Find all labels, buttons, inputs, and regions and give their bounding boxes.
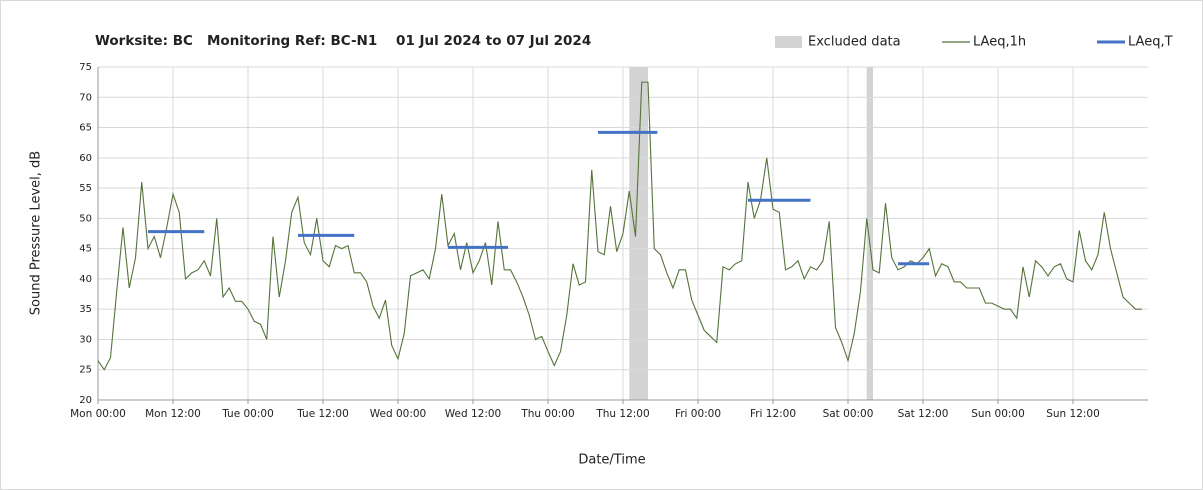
x-tick-label: Fri 00:00 bbox=[675, 408, 721, 420]
x-tick-label: Wed 12:00 bbox=[445, 408, 502, 420]
y-tick-label: 20 bbox=[79, 395, 92, 406]
y-tick-label: 65 bbox=[79, 123, 92, 134]
y-tick-label: 75 bbox=[79, 62, 92, 73]
x-tick-label: Tue 12:00 bbox=[296, 408, 349, 420]
legend-label: LAeq,1h bbox=[973, 35, 1026, 50]
legend-label: LAeq,T bbox=[1128, 35, 1173, 50]
y-tick-label: 60 bbox=[79, 153, 92, 164]
excluded-region bbox=[866, 67, 873, 400]
legend-label: Excluded data bbox=[808, 35, 901, 50]
x-tick-label: Sun 12:00 bbox=[1046, 408, 1100, 420]
x-tick-label: Sat 12:00 bbox=[898, 408, 949, 420]
x-tick-label: Mon 12:00 bbox=[145, 408, 201, 420]
x-tick-label: Tue 00:00 bbox=[221, 408, 274, 420]
y-axis-label: Sound Pressure Level, dB bbox=[29, 151, 44, 315]
y-tick-label: 40 bbox=[79, 274, 92, 285]
x-tick-label: Thu 12:00 bbox=[595, 408, 649, 420]
data-line bbox=[97, 81, 1142, 371]
x-tick-label: Sat 00:00 bbox=[823, 408, 874, 420]
y-tick-label: 30 bbox=[79, 334, 92, 345]
y-tick-label: 55 bbox=[79, 183, 92, 194]
y-tick-label: 70 bbox=[79, 92, 92, 103]
x-axis-label: Date/Time bbox=[578, 453, 645, 468]
x-tick-label: Fri 12:00 bbox=[750, 408, 796, 420]
x-tick-label: Sun 00:00 bbox=[971, 408, 1025, 420]
y-tick-label: 35 bbox=[79, 304, 92, 315]
chart-title: Worksite: BC Monitoring Ref: BC-N1 01 Ju… bbox=[95, 33, 591, 49]
y-tick-label: 50 bbox=[79, 213, 92, 224]
x-tick-label: Mon 00:00 bbox=[70, 408, 126, 420]
legend-swatch bbox=[775, 36, 802, 48]
y-tick-label: 45 bbox=[79, 244, 92, 255]
excluded-region bbox=[629, 67, 648, 400]
x-tick-label: Wed 00:00 bbox=[370, 408, 427, 420]
y-tick-label: 25 bbox=[79, 365, 92, 376]
x-tick-label: Thu 00:00 bbox=[520, 408, 574, 420]
